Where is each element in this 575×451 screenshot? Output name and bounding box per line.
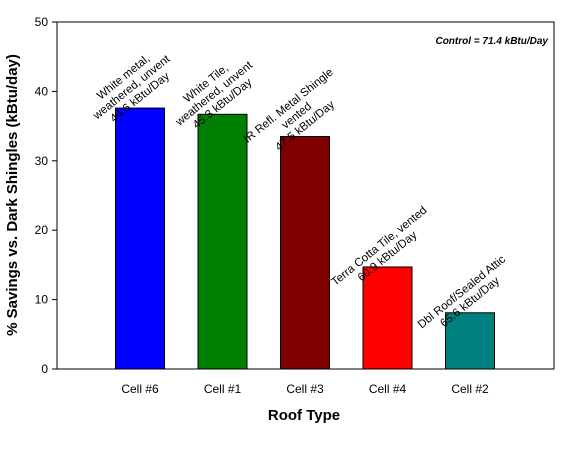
- y-tick-label: 20: [35, 223, 49, 237]
- x-tick-label: Cell #3: [286, 382, 324, 396]
- x-axis: Cell #6 Cell #1 Cell #3 Cell #4 Cell #2: [121, 382, 489, 396]
- y-axis: 0 10 20 30 40 50: [35, 15, 57, 376]
- bar: [445, 312, 495, 370]
- x-tick-label: Cell #4: [369, 382, 407, 396]
- bar: [115, 107, 165, 370]
- bar: [197, 113, 248, 370]
- x-tick-label: Cell #1: [204, 382, 242, 396]
- y-tick-label: 0: [41, 362, 48, 376]
- y-tick-label: 40: [35, 84, 49, 98]
- bars-layer: [115, 107, 495, 370]
- x-tick-label: Cell #2: [451, 382, 489, 396]
- x-tick-label: Cell #6: [121, 382, 159, 396]
- bar: [362, 266, 413, 370]
- plot-frame: [56, 21, 555, 370]
- y-axis-title: % Savings vs. Dark Shingles (kBtu/day): [4, 54, 21, 336]
- y-tick-label: 10: [35, 293, 49, 307]
- bar: [280, 136, 330, 370]
- y-tick-label: 30: [35, 154, 49, 168]
- control-annotation: Control = 71.4 kBtu/Day: [435, 36, 548, 47]
- y-tick-label: 50: [35, 15, 49, 29]
- x-axis-title: Roof Type: [268, 407, 340, 424]
